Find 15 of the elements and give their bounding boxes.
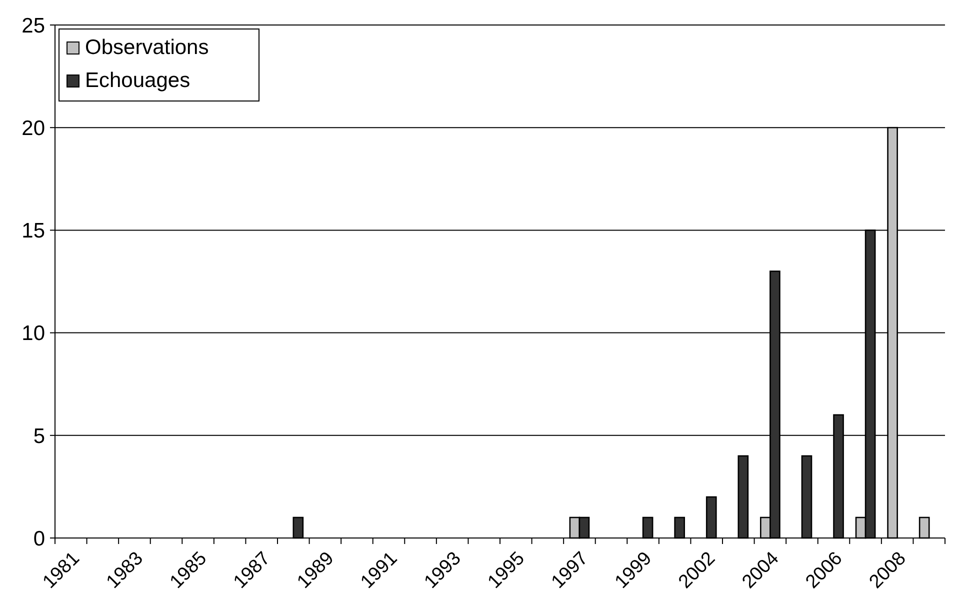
legend-label: Echouages — [85, 69, 190, 92]
y-tick-label: 10 — [22, 322, 45, 346]
y-tick-label: 15 — [22, 220, 45, 243]
bar — [918, 516, 930, 539]
bar — [642, 516, 654, 539]
bar — [674, 516, 686, 539]
y-tick-label: 5 — [33, 424, 45, 448]
y-tick-label: 20 — [22, 116, 45, 140]
bar — [801, 455, 812, 539]
bar — [292, 516, 304, 539]
bar — [706, 496, 717, 539]
y-tick-label: 0 — [33, 527, 45, 550]
y-tick-label: 25 — [22, 14, 45, 38]
legend-label: Observations — [85, 36, 209, 59]
bar — [738, 455, 749, 539]
